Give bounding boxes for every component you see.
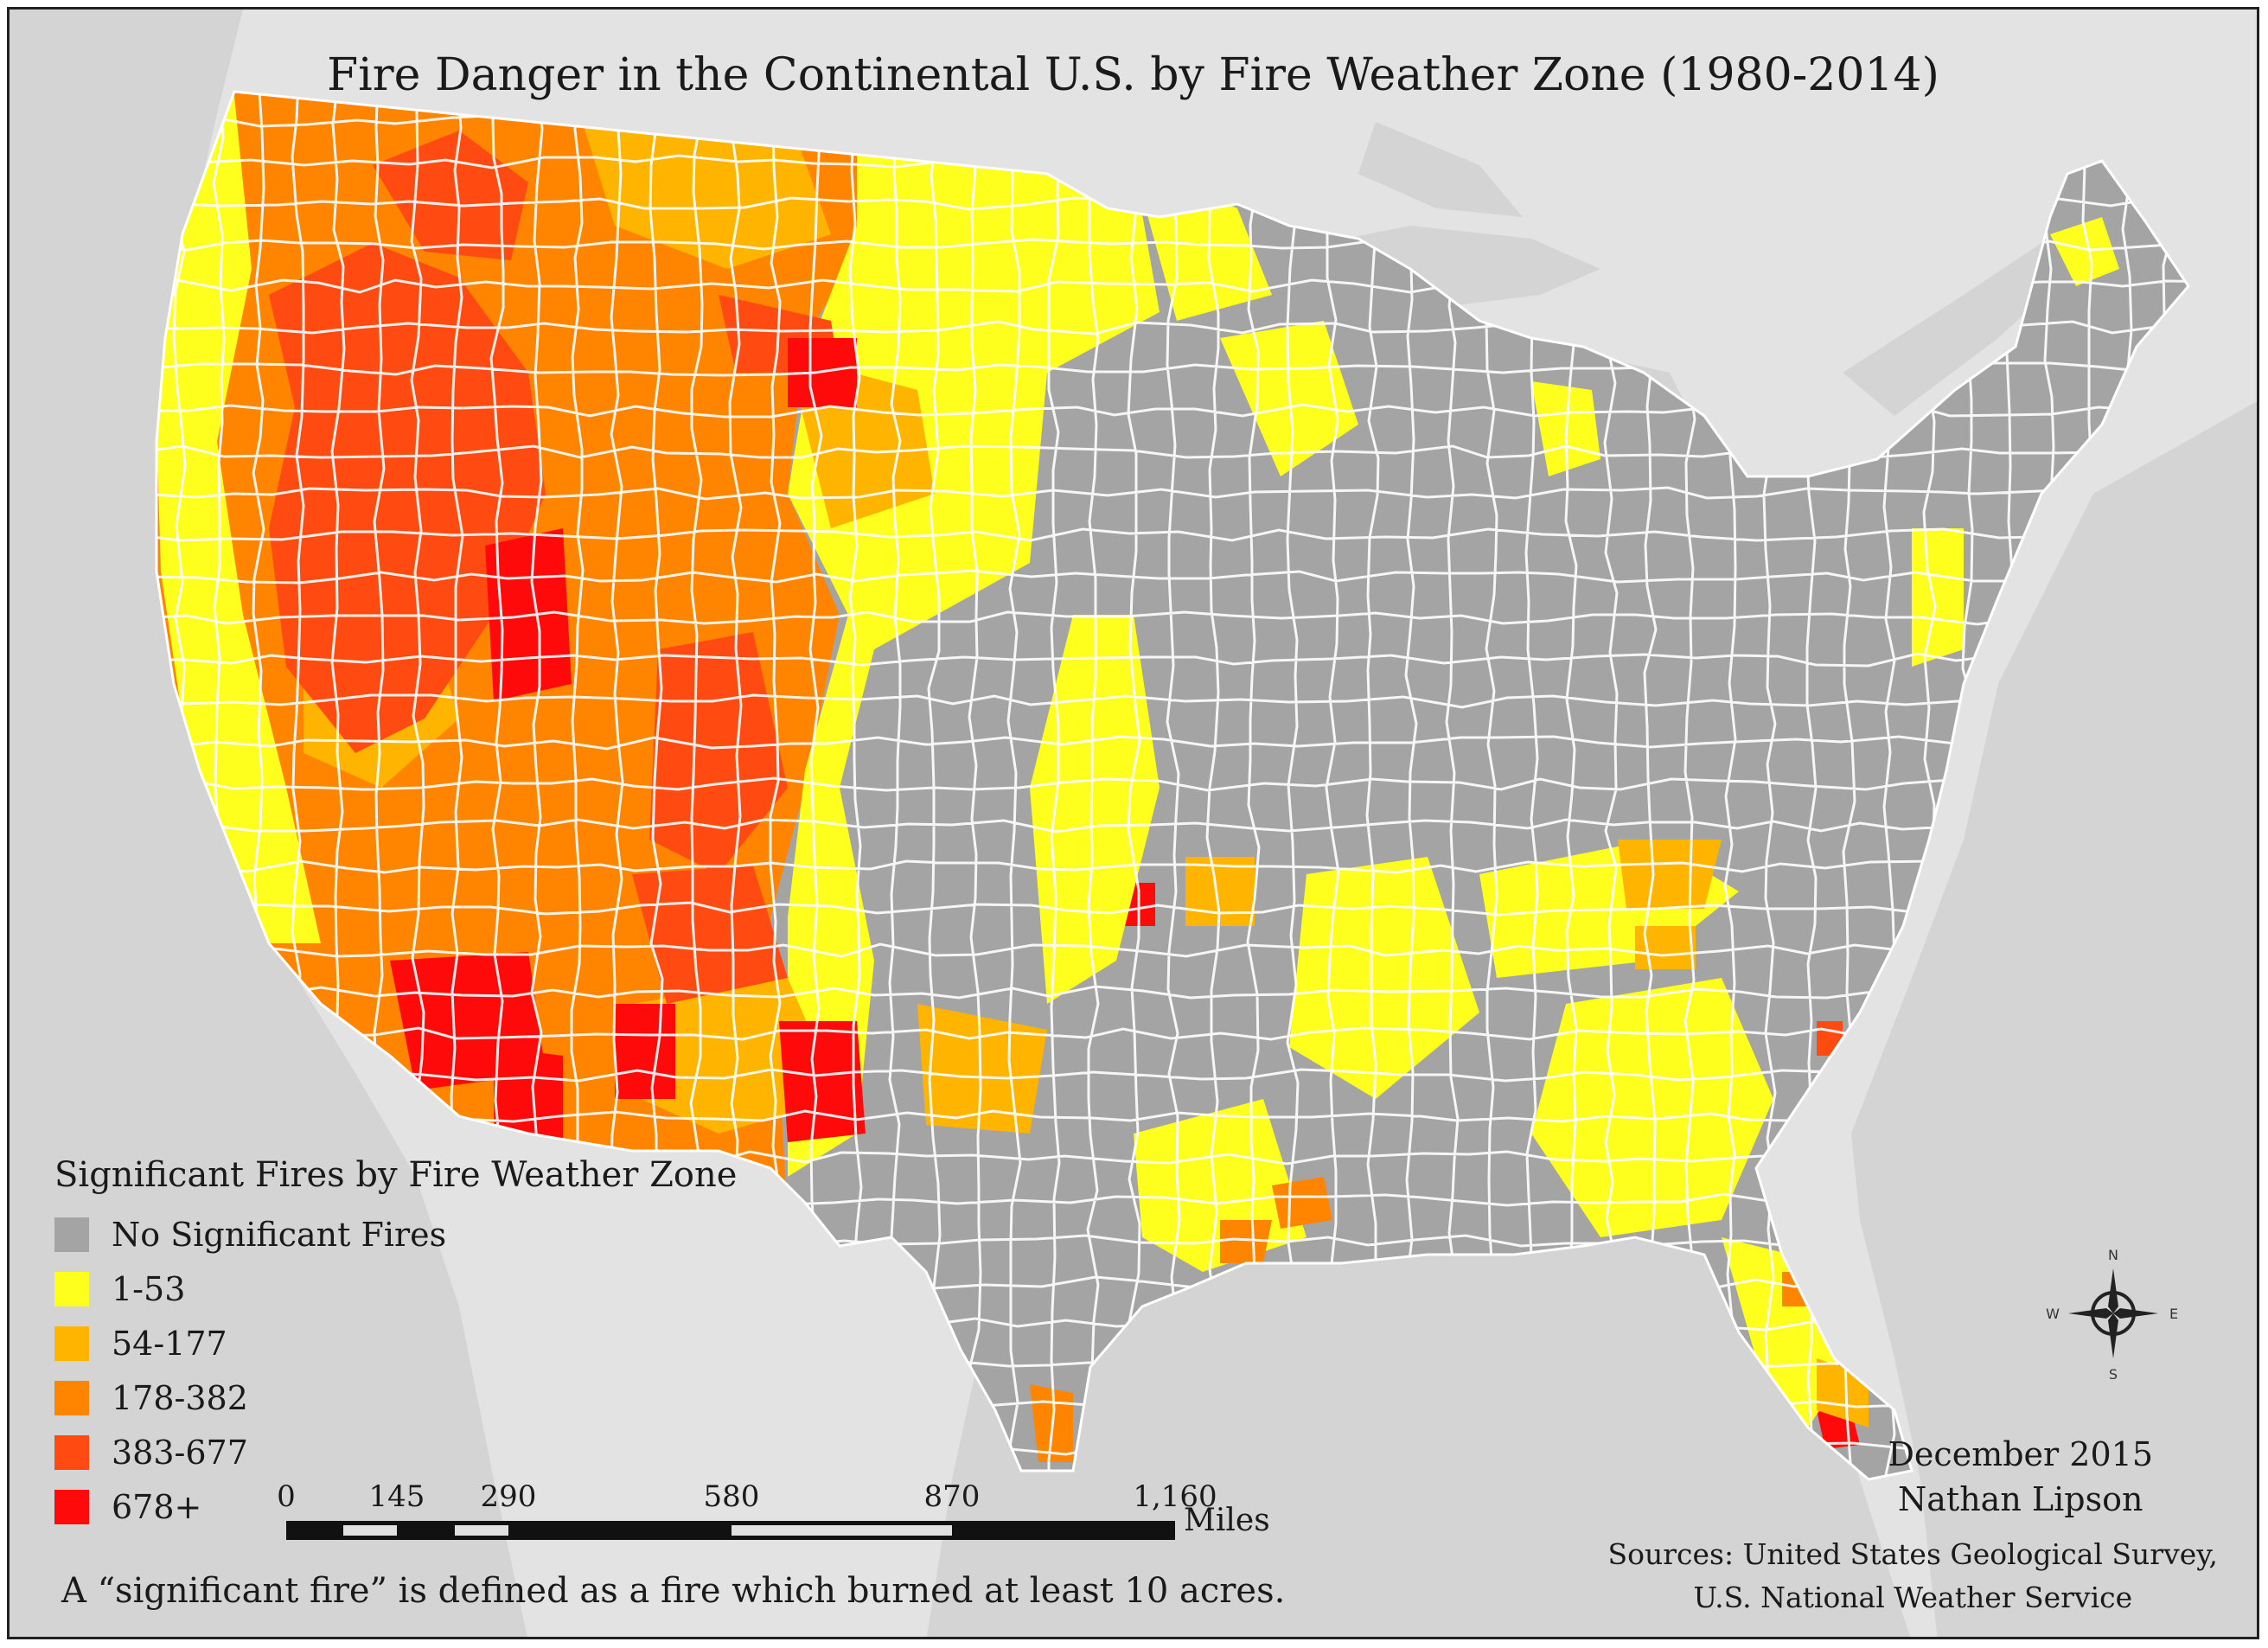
legend-item-678-plus: 678+ [54,1479,737,1534]
credit-author: Nathan Lipson [1898,1480,2143,1518]
compass-rose: N S E W [2046,1247,2178,1383]
compass-s: S [2109,1366,2118,1383]
scale-tick-145: 145 [368,1479,425,1514]
legend-label: 1-53 [112,1269,186,1308]
compass-n: N [2108,1247,2118,1263]
scale-tick-1160: 1,160 [1133,1479,1217,1514]
legend-swatch [54,1434,89,1470]
legend-swatch [54,1325,89,1361]
legend-label: 678+ [112,1487,202,1526]
sources-line-2: U.S. National Weather Service [1693,1581,2133,1614]
sources: Sources: United States Geological Survey… [1608,1533,2218,1619]
scale-tick-580: 580 [703,1479,760,1514]
atlantic-ocean [1851,401,2257,1637]
legend-item-178-382: 178-382 [54,1370,737,1425]
scale-tick-290: 290 [480,1479,537,1514]
credit-date: December 2015 [1888,1435,2153,1473]
legend-label: No Significant Fires [112,1215,447,1254]
us-outline [155,90,2190,1481]
legend: Significant Fires by Fire Weather Zone N… [54,1155,737,1534]
compass-w: W [2046,1306,2060,1322]
legend-swatch [54,1489,89,1524]
legend-swatch [54,1271,89,1306]
legend-title: Significant Fires by Fire Weather Zone [54,1155,738,1195]
compass-e: E [2169,1306,2178,1322]
pacific-ocean [10,10,527,1637]
legend-item-383-677: 383-677 [54,1425,737,1479]
sources-line-1: Sources: United States Geological Survey… [1607,1537,2218,1571]
map-title: Fire Danger in the Continental U.S. by F… [327,49,1939,101]
scale-tick-870: 870 [923,1479,981,1514]
legend-item-54-177: 54-177 [54,1316,737,1370]
footnote: A “significant fire” is defined as a fir… [61,1571,1286,1611]
legend-item-1-53: 1-53 [54,1262,737,1316]
credit: December 2015 Nathan Lipson [1888,1432,2153,1522]
map-frame: N S E W Fire Danger in the Continental U… [7,7,2259,1639]
scale-unit: Miles [1184,1503,1270,1538]
legend-label: 383-677 [112,1433,248,1472]
scale-tick-0: 0 [277,1479,296,1514]
map-canvas: N S E W [10,10,2257,1637]
legend-label: 178-382 [112,1378,248,1417]
legend-label: 54-177 [112,1324,227,1363]
legend-swatch [54,1380,89,1415]
legend-item-none: No Significant Fires [54,1207,737,1262]
legend-swatch [54,1217,89,1252]
scale-bar [286,1521,1175,1540]
canada-water [1358,122,1523,217]
